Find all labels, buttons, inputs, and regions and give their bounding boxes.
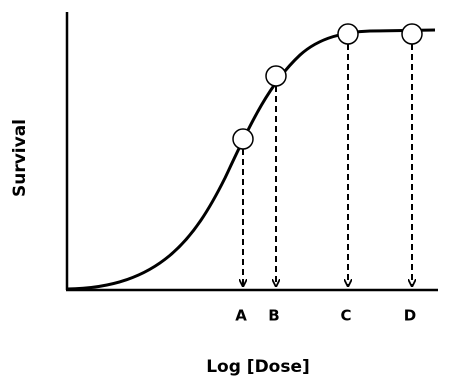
- y-axis-label: Survival: [10, 119, 30, 197]
- dose-response-curve: [66, 28, 436, 291]
- point-label: A: [235, 307, 247, 325]
- point-marker: [265, 65, 287, 87]
- point-marker: [232, 128, 254, 150]
- point-label: B: [268, 307, 279, 325]
- x-axis-label: Log [Dose]: [206, 357, 310, 377]
- point-label: C: [340, 307, 351, 325]
- point-marker: [337, 23, 359, 45]
- point-label: D: [404, 307, 416, 325]
- point-marker: [401, 23, 423, 45]
